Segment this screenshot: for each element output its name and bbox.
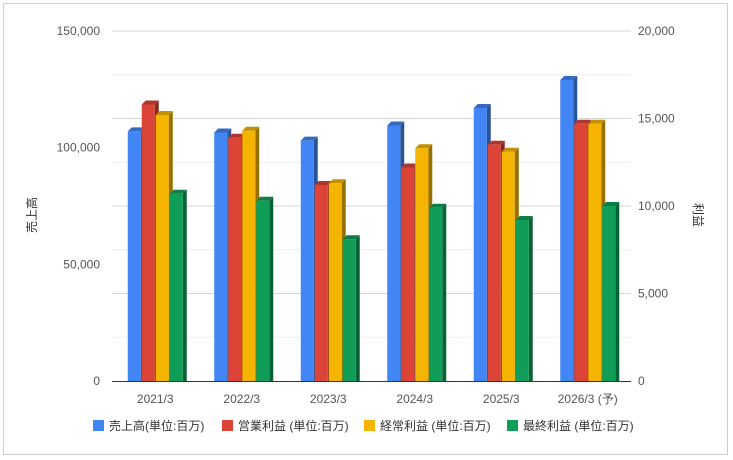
bar-front bbox=[256, 200, 270, 381]
bar-top bbox=[501, 147, 519, 152]
bar-top bbox=[473, 104, 491, 108]
legend-item: 経常利益 (単位:百万) bbox=[364, 418, 491, 433]
bar bbox=[429, 203, 447, 381]
bar-top bbox=[387, 121, 405, 126]
bar-top bbox=[429, 203, 447, 208]
category-label: 2021/3 bbox=[137, 392, 174, 406]
bar-front bbox=[415, 148, 429, 381]
bar-side bbox=[355, 235, 360, 381]
category-label: 2025/3 bbox=[483, 392, 520, 406]
bar-top bbox=[256, 196, 274, 201]
right-tick-label: 0 bbox=[638, 374, 645, 388]
bar bbox=[169, 189, 187, 381]
category-label: 2026/3 (予) bbox=[558, 392, 618, 406]
bar-top bbox=[588, 119, 606, 124]
bar-front bbox=[127, 131, 141, 381]
bar-front bbox=[214, 132, 228, 381]
bar-front bbox=[300, 140, 314, 381]
right-axis-ticks: 0 5,000 10,000 15,000 20,000 bbox=[638, 24, 675, 388]
bar-front bbox=[560, 80, 574, 381]
bar-front bbox=[155, 115, 169, 381]
bar-top bbox=[328, 179, 346, 184]
bar-side bbox=[182, 189, 187, 381]
left-axis-ticks: 0 50,000 100,000 150,000 bbox=[57, 24, 101, 388]
bar-top bbox=[314, 181, 332, 185]
right-tick-label: 10,000 bbox=[638, 199, 675, 213]
bar-side bbox=[442, 203, 447, 381]
bar bbox=[602, 202, 620, 381]
bar-top bbox=[300, 136, 318, 141]
category-label: 2022/3 bbox=[223, 392, 260, 406]
bar-front bbox=[574, 123, 588, 381]
bar-front bbox=[228, 137, 242, 381]
bar-top bbox=[127, 127, 145, 132]
legend-swatch bbox=[364, 420, 375, 431]
bar-top bbox=[155, 111, 173, 115]
bars bbox=[127, 76, 620, 381]
bar-front bbox=[328, 183, 342, 381]
legend-item: 営業利益 (単位:百万) bbox=[222, 418, 349, 433]
bar-top bbox=[515, 216, 533, 220]
bar-front bbox=[487, 144, 501, 381]
bar-top bbox=[169, 189, 187, 194]
left-tick-label: 0 bbox=[93, 374, 100, 388]
bar-side bbox=[615, 202, 620, 381]
bar bbox=[256, 196, 274, 381]
bar-front bbox=[429, 207, 443, 381]
bar-top bbox=[242, 126, 260, 131]
bar-front bbox=[602, 206, 616, 381]
bar bbox=[515, 216, 533, 381]
left-tick-label: 100,000 bbox=[57, 141, 101, 155]
bar-top bbox=[401, 163, 419, 168]
bar-side bbox=[269, 196, 274, 381]
bar-front bbox=[314, 185, 328, 381]
left-axis-title: 売上高 bbox=[24, 197, 39, 233]
right-axis-title: 利益 bbox=[691, 203, 705, 227]
legend-swatch bbox=[507, 420, 518, 431]
bar-top bbox=[415, 144, 433, 149]
legend-swatch bbox=[222, 420, 233, 431]
category-label: 2023/3 bbox=[310, 392, 347, 406]
bar-front bbox=[387, 125, 401, 381]
bar-top bbox=[574, 119, 592, 124]
category-label: 2024/3 bbox=[396, 392, 433, 406]
legend-item: 最終利益 (単位:百万) bbox=[507, 418, 634, 433]
bar-top bbox=[141, 100, 159, 105]
bar-top bbox=[560, 76, 578, 80]
right-tick-label: 20,000 bbox=[638, 24, 675, 38]
legend-label: 最終利益 (単位:百万) bbox=[523, 418, 634, 433]
bar-front bbox=[515, 220, 529, 381]
bar-top bbox=[342, 235, 360, 240]
bar-front bbox=[473, 108, 487, 381]
legend-label: 経常利益 (単位:百万) bbox=[380, 418, 491, 433]
bar-front bbox=[501, 151, 515, 381]
legend-label: 営業利益 (単位:百万) bbox=[238, 418, 349, 433]
legend-swatch bbox=[93, 420, 104, 431]
bar-front bbox=[401, 167, 415, 381]
bar-top bbox=[214, 128, 232, 133]
left-tick-label: 50,000 bbox=[63, 257, 100, 271]
left-tick-label: 150,000 bbox=[57, 24, 101, 38]
right-tick-label: 15,000 bbox=[638, 112, 675, 126]
bar-front bbox=[141, 104, 155, 381]
bar-front bbox=[342, 239, 356, 381]
right-tick-label: 5,000 bbox=[638, 287, 668, 301]
bar-top bbox=[487, 140, 505, 145]
bar-top bbox=[228, 133, 246, 138]
bar-front bbox=[169, 193, 183, 381]
gridlines bbox=[112, 30, 631, 338]
bar-front bbox=[588, 123, 602, 381]
bar bbox=[342, 235, 360, 381]
bar-top bbox=[602, 202, 620, 206]
legend-label: 売上高(単位:百万) bbox=[109, 418, 204, 433]
bar-front bbox=[242, 130, 256, 381]
bar-side bbox=[528, 216, 533, 381]
legend-item: 売上高(単位:百万) bbox=[93, 418, 204, 433]
legend: 売上高(単位:百万) 営業利益 (単位:百万) 経常利益 (単位:百万) 最終利益 (… bbox=[93, 418, 634, 433]
x-axis-tick-labels: 2021/3 2022/3 2023/3 2024/3 2025/3 2026/3 (予) bbox=[137, 392, 618, 406]
